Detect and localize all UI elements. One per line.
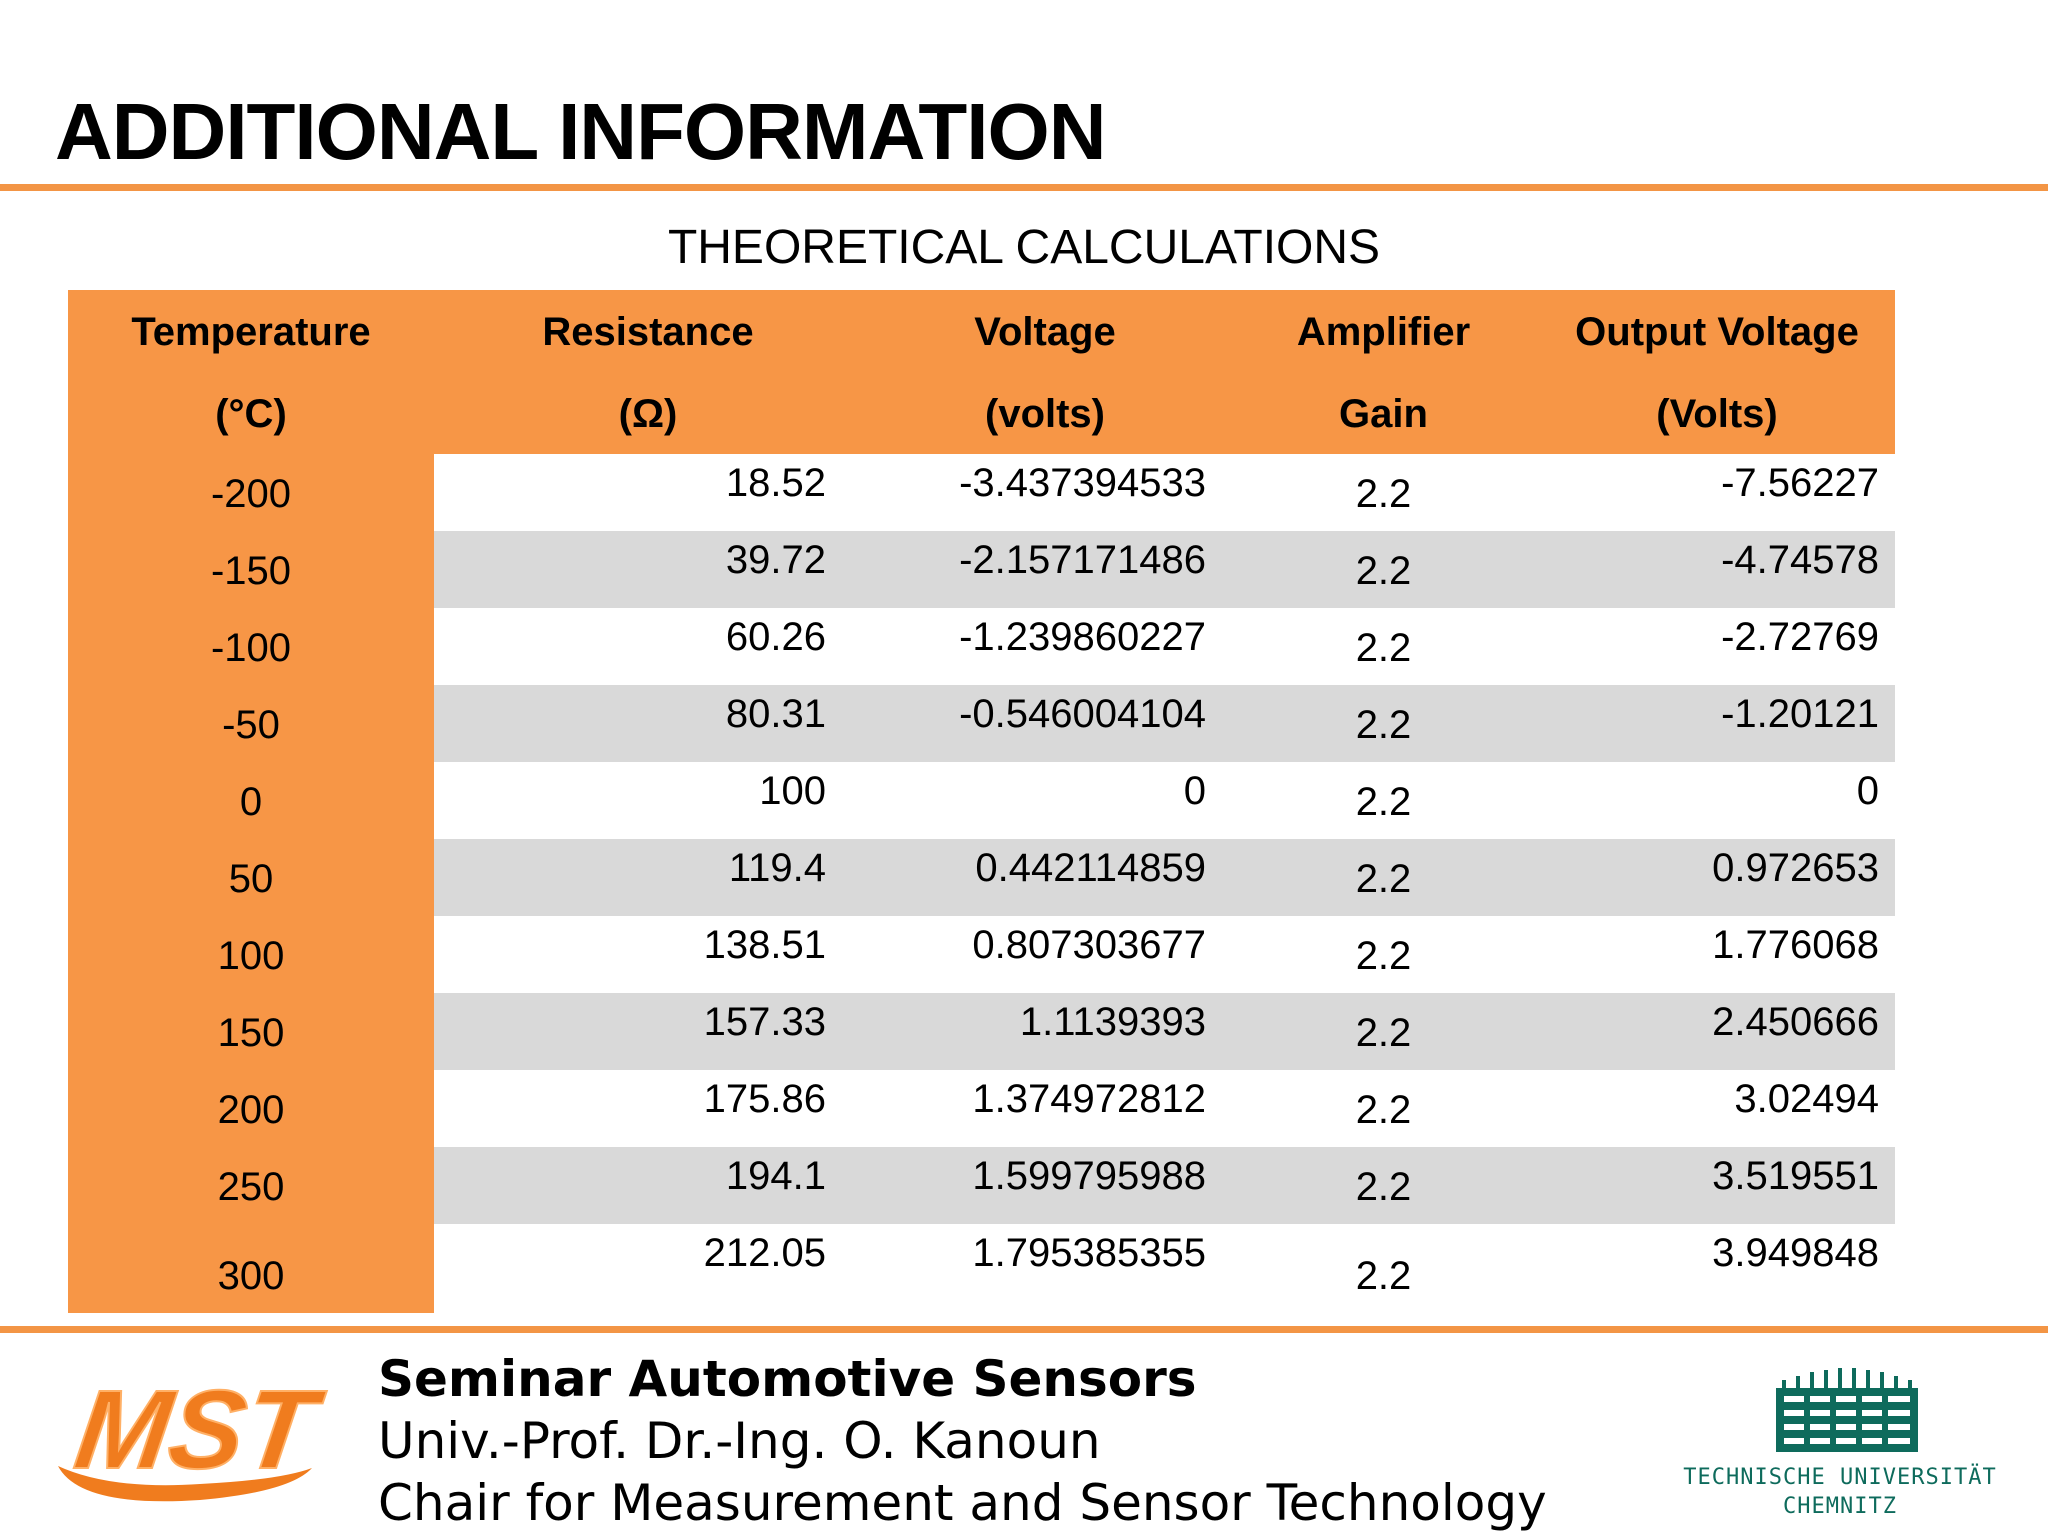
header-temperature-unit: (°C) [68,374,434,454]
cell-output-voltage: 3.519551 [1539,1147,1895,1224]
header-gain: Gain [1228,374,1539,454]
cell-temperature: -150 [68,531,434,608]
header-resistance-unit: (Ω) [434,374,862,454]
cell-voltage: -3.437394533 [862,454,1228,531]
cell-gain: 2.2 [1228,685,1539,762]
cell-resistance: 157.33 [434,993,862,1070]
cell-voltage: -0.546004104 [862,685,1228,762]
calculations-table-container: Temperature Resistance Voltage Amplifier… [68,290,1895,1313]
cell-resistance: 194.1 [434,1147,862,1224]
cell-voltage: 0.807303677 [862,916,1228,993]
header-temperature: Temperature [68,290,434,374]
cell-voltage: 1.1139393 [862,993,1228,1070]
cell-output-voltage: 3.949848 [1539,1224,1895,1313]
cell-voltage: 1.374972812 [862,1070,1228,1147]
cell-voltage: -1.239860227 [862,608,1228,685]
header-resistance: Resistance [434,290,862,374]
table-row: -50 80.31 -0.546004104 2.2 -1.20121 [68,685,1895,762]
footer-text-block: Seminar Automotive Sensors Univ.-Prof. D… [378,1346,1547,1528]
table-row: 200 175.86 1.374972812 2.2 3.02494 [68,1070,1895,1147]
cell-voltage: 0 [862,762,1228,839]
cell-output-voltage: -4.74578 [1539,531,1895,608]
title-divider [0,184,2048,191]
mst-logo-swoosh [58,1466,312,1502]
cell-resistance: 18.52 [434,454,862,531]
cell-resistance: 60.26 [434,608,862,685]
footer-seminar-title: Seminar Automotive Sensors [378,1350,1197,1408]
cell-gain: 2.2 [1228,916,1539,993]
table-row: -100 60.26 -1.239860227 2.2 -2.72769 [68,608,1895,685]
table-row: 100 138.51 0.807303677 2.2 1.776068 [68,916,1895,993]
cell-resistance: 100 [434,762,862,839]
cell-gain: 2.2 [1228,1147,1539,1224]
header-amplifier: Amplifier [1228,290,1539,374]
footer-professor: Univ.-Prof. Dr.-Ing. O. Kanoun [378,1412,1101,1470]
table-row: 300 212.05 1.795385355 2.2 3.949848 [68,1224,1895,1313]
table-row: 0 100 0 2.2 0 [68,762,1895,839]
cell-temperature: -200 [68,454,434,531]
cell-resistance: 39.72 [434,531,862,608]
cell-temperature: 0 [68,762,434,839]
header-row-units: (°C) (Ω) (volts) Gain (Volts) [68,374,1895,454]
cell-output-voltage: -7.56227 [1539,454,1895,531]
cell-gain: 2.2 [1228,762,1539,839]
cell-output-voltage: 1.776068 [1539,916,1895,993]
university-name-line2: CHEMNITZ [1783,1494,1897,1519]
cell-output-voltage: -2.72769 [1539,608,1895,685]
header-voltage: Voltage [862,290,1228,374]
mst-logo: MST [58,1368,330,1502]
cell-resistance: 138.51 [434,916,862,993]
university-building-icon [1776,1368,1918,1452]
footer-chair: Chair for Measurement and Sensor Technol… [378,1474,1547,1532]
cell-voltage: 1.795385355 [862,1224,1228,1313]
cell-voltage: 1.599795988 [862,1147,1228,1224]
cell-temperature: 100 [68,916,434,993]
cell-resistance: 175.86 [434,1070,862,1147]
university-name-line1: TECHNISCHE UNIVERSITÄT [1683,1465,1997,1490]
cell-gain: 2.2 [1228,531,1539,608]
cell-temperature: 250 [68,1147,434,1224]
cell-gain: 2.2 [1228,608,1539,685]
mst-logo-text: MST [68,1368,330,1492]
cell-gain: 2.2 [1228,454,1539,531]
table-caption: THEORETICAL CALCULATIONS [667,221,1381,274]
cell-voltage: -2.157171486 [862,531,1228,608]
cell-resistance: 119.4 [434,839,862,916]
calculations-table: Temperature Resistance Voltage Amplifier… [68,290,1895,1313]
cell-output-voltage: 0 [1539,762,1895,839]
table-body: -200 18.52 -3.437394533 2.2 -7.56227 -15… [68,454,1895,1313]
cell-gain: 2.2 [1228,993,1539,1070]
cell-temperature: 300 [68,1224,434,1313]
cell-gain: 2.2 [1228,1070,1539,1147]
cell-output-voltage: 3.02494 [1539,1070,1895,1147]
cell-voltage: 0.442114859 [862,839,1228,916]
table-row: 250 194.1 1.599795988 2.2 3.519551 [68,1147,1895,1224]
cell-gain: 2.2 [1228,839,1539,916]
table-row: 150 157.33 1.1139393 2.2 2.450666 [68,993,1895,1070]
cell-resistance: 80.31 [434,685,862,762]
cell-temperature: 200 [68,1070,434,1147]
table-row: 50 119.4 0.442114859 2.2 0.972653 [68,839,1895,916]
cell-output-voltage: 0.972653 [1539,839,1895,916]
table-row: -150 39.72 -2.157171486 2.2 -4.74578 [68,531,1895,608]
cell-temperature: -100 [68,608,434,685]
header-output-voltage-unit: (Volts) [1539,374,1895,454]
cell-temperature: -50 [68,685,434,762]
cell-output-voltage: 2.450666 [1539,993,1895,1070]
cell-temperature: 50 [68,839,434,916]
cell-temperature: 150 [68,993,434,1070]
slide-title: ADDITIONAL INFORMATION [55,87,1106,176]
header-voltage-unit: (volts) [862,374,1228,454]
header-output-voltage: Output Voltage [1539,290,1895,374]
cell-resistance: 212.05 [434,1224,862,1313]
table-header: Temperature Resistance Voltage Amplifier… [68,290,1895,454]
cell-gain: 2.2 [1228,1224,1539,1313]
footer-divider [0,1326,2048,1333]
table-row: -200 18.52 -3.437394533 2.2 -7.56227 [68,454,1895,531]
cell-output-voltage: -1.20121 [1539,685,1895,762]
header-row-names: Temperature Resistance Voltage Amplifier… [68,290,1895,374]
